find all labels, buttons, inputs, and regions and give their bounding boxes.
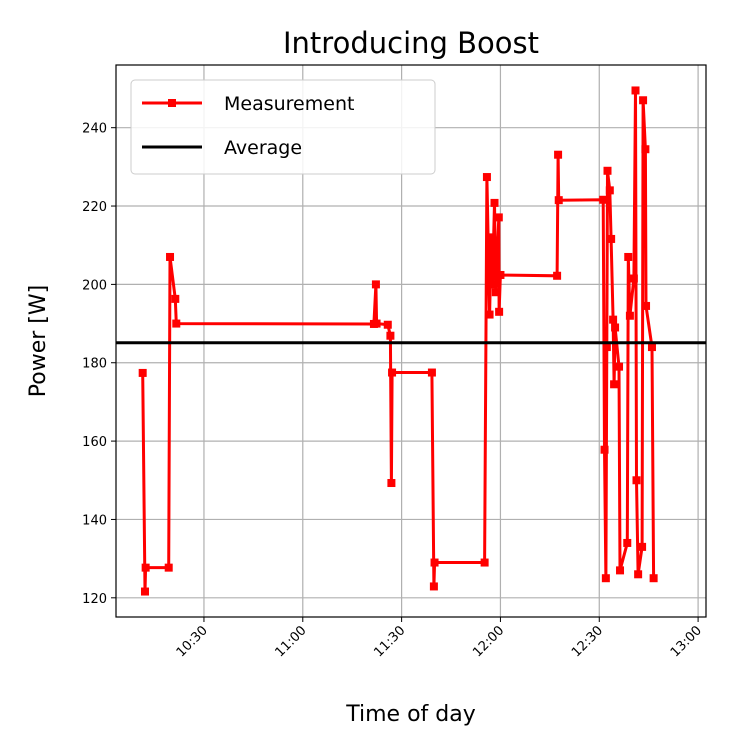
measurement-marker: [607, 234, 616, 243]
measurement-marker: [383, 320, 392, 329]
y-tick-label: 200: [82, 278, 107, 293]
measurement-marker: [371, 280, 380, 289]
x-axis-label: Time of day: [345, 702, 476, 727]
measurement-marker: [141, 563, 150, 572]
measurement-marker: [372, 319, 381, 328]
measurement-marker: [642, 301, 651, 310]
measurement-marker: [482, 173, 491, 182]
measurement-marker: [494, 213, 503, 222]
legend-measurement-label: Measurement: [224, 93, 354, 115]
measurement-marker: [649, 574, 658, 583]
measurement-marker: [172, 319, 181, 328]
x-tick-label: 10:30: [174, 623, 211, 660]
measurement-marker: [388, 368, 397, 377]
measurement-marker: [600, 445, 609, 454]
measurement-marker: [491, 288, 500, 297]
chart-title: Introducing Boost: [283, 26, 539, 60]
plot-frame: [115, 64, 707, 618]
legend-average-label: Average: [224, 137, 302, 159]
measurement-marker: [632, 476, 641, 485]
measurement-marker: [610, 380, 619, 389]
measurement-marker: [639, 96, 648, 105]
measurement-marker: [488, 280, 497, 289]
measurement-marker: [631, 86, 640, 95]
measurement-marker: [387, 479, 396, 488]
measurement-marker: [609, 315, 618, 324]
measurement-marker: [166, 252, 175, 261]
x-tick-label: 11:00: [273, 623, 310, 660]
measurement-marker: [553, 271, 562, 280]
measurement-marker: [386, 331, 395, 340]
y-tick-label: 160: [82, 435, 107, 450]
legend-measurement-marker: [168, 99, 176, 107]
measurement-marker: [623, 538, 632, 547]
y-tick-label: 120: [82, 592, 107, 607]
measurement-marker: [629, 274, 638, 283]
measurement-marker: [605, 186, 614, 195]
measurement-marker: [490, 198, 499, 207]
measurement-marker: [496, 270, 505, 279]
measurement-marker: [601, 574, 610, 583]
measurement-marker: [602, 343, 611, 352]
x-tick-label: 12:30: [569, 623, 606, 660]
measurement-marker: [429, 582, 438, 591]
measurement-marker: [554, 150, 563, 159]
y-tick-label: 180: [82, 357, 107, 372]
measurement-marker: [495, 307, 504, 316]
grid: [116, 65, 706, 617]
measurement-marker: [599, 195, 608, 204]
measurement-marker: [171, 294, 180, 303]
y-axis-label: Power [W]: [26, 285, 51, 397]
legend: Measurement Average: [130, 79, 436, 175]
measurement-marker: [430, 558, 439, 567]
measurement-marker: [647, 343, 656, 352]
measurement-marker: [603, 166, 612, 175]
y-tick-label: 240: [82, 122, 107, 137]
measurement-marker: [641, 145, 650, 154]
measurement-marker: [616, 566, 625, 575]
measurement-marker: [138, 368, 147, 377]
measurement-marker: [634, 570, 643, 579]
measurement-marker: [615, 362, 624, 371]
measurement-marker: [427, 368, 436, 377]
x-tick-label: 13:00: [668, 623, 705, 660]
measurement-marker: [487, 233, 496, 242]
measurement-marker: [554, 196, 563, 205]
measurement-marker: [638, 542, 647, 551]
legend-box: [130, 79, 436, 175]
measurement-marker: [625, 311, 634, 320]
measurement-marker: [485, 310, 494, 319]
measurement-marker: [611, 323, 620, 332]
plot-lines: [116, 86, 706, 596]
measurement-marker: [140, 587, 149, 596]
y-tick-label: 220: [82, 200, 107, 215]
x-tick-label: 12:00: [470, 623, 507, 660]
y-tick-label: 140: [82, 513, 107, 528]
measurement-marker: [480, 558, 489, 567]
measurement-marker: [624, 252, 633, 261]
measurement-marker: [164, 563, 173, 572]
x-tick-label: 11:30: [371, 623, 408, 660]
